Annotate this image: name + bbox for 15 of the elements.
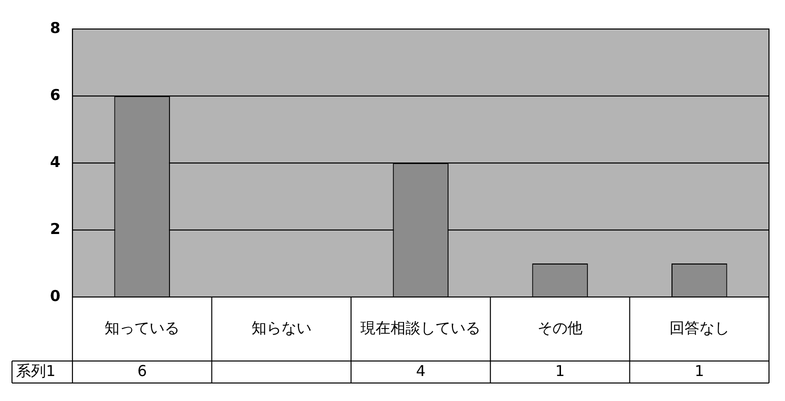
text: 系列1 bbox=[16, 362, 56, 380]
y-tick-label: 8 bbox=[50, 18, 60, 37]
y-tick-label: 4 bbox=[50, 152, 60, 171]
y-tick-label: 6 bbox=[50, 86, 60, 104]
x-tick-label: その他 bbox=[538, 318, 583, 337]
y-tick-label: 2 bbox=[50, 220, 60, 238]
x-tick-label: 知っている bbox=[104, 318, 180, 337]
x-tick-label: 現在相談している bbox=[360, 318, 481, 337]
x-tick-label: 知らない bbox=[251, 318, 312, 337]
x-tick-label: 回答なし bbox=[669, 318, 730, 337]
y-tick-label: 0 bbox=[50, 286, 60, 305]
data-label: 6 bbox=[137, 362, 147, 380]
data-label: 4 bbox=[416, 362, 426, 380]
data-label: 1 bbox=[555, 362, 565, 380]
data-label: 1 bbox=[694, 362, 704, 380]
